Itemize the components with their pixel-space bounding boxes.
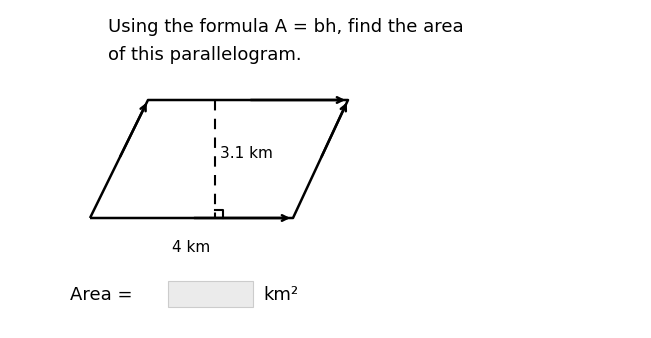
Text: 4 km: 4 km [173,240,211,255]
FancyBboxPatch shape [168,281,253,307]
Text: Area =: Area = [70,286,133,304]
Text: Using the formula A = bh, find the area: Using the formula A = bh, find the area [108,18,464,36]
Text: 3.1 km: 3.1 km [220,146,273,162]
Text: km²: km² [263,286,298,304]
Text: of this parallelogram.: of this parallelogram. [108,46,301,64]
